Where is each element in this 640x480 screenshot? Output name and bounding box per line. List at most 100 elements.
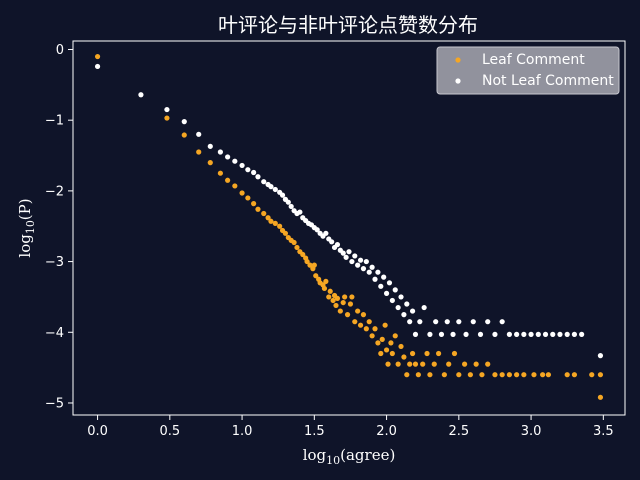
data-point xyxy=(597,394,604,400)
data-point xyxy=(196,131,202,137)
plot-frame xyxy=(72,40,626,416)
data-point xyxy=(363,258,369,265)
data-point xyxy=(383,347,390,353)
data-point xyxy=(375,269,381,275)
data-point xyxy=(366,319,372,325)
data-point xyxy=(379,336,385,342)
data-point xyxy=(265,215,271,221)
data-point xyxy=(340,250,346,256)
data-point xyxy=(181,132,187,138)
y-tick-label: 0 xyxy=(56,43,64,58)
data-point xyxy=(294,244,300,251)
data-point xyxy=(181,119,187,125)
data-point xyxy=(499,319,505,325)
x-tick-label: 2.5 xyxy=(448,424,469,439)
data-point xyxy=(420,361,426,367)
data-point xyxy=(207,143,213,149)
data-point xyxy=(337,308,343,314)
data-point xyxy=(597,372,604,378)
data-point xyxy=(372,276,378,282)
data-point xyxy=(225,154,231,160)
data-point xyxy=(363,326,369,332)
data-point xyxy=(239,190,245,196)
data-point xyxy=(383,290,390,296)
data-point xyxy=(528,331,534,337)
data-point xyxy=(323,278,329,284)
data-point xyxy=(427,331,433,337)
data-point xyxy=(372,326,378,332)
data-point xyxy=(327,288,333,294)
data-point xyxy=(564,372,570,378)
data-point xyxy=(300,251,306,258)
data-point xyxy=(349,258,355,265)
data-point xyxy=(531,372,537,378)
data-point xyxy=(360,312,367,318)
data-point xyxy=(514,372,520,378)
y-tick-label: −3 xyxy=(45,255,64,270)
data-point xyxy=(401,312,407,318)
data-point xyxy=(579,331,585,337)
data-point xyxy=(381,274,387,280)
series-leaf-comment xyxy=(94,53,604,400)
data-point xyxy=(467,372,473,378)
data-point xyxy=(545,372,552,378)
data-point xyxy=(355,308,361,314)
data-point xyxy=(255,174,261,180)
data-point xyxy=(470,319,476,325)
data-point xyxy=(346,249,352,255)
data-point xyxy=(352,319,358,325)
data-point xyxy=(340,299,346,306)
data-point xyxy=(412,331,419,337)
data-point xyxy=(245,167,251,173)
x-tick-label: 0.5 xyxy=(159,424,180,439)
data-point xyxy=(232,183,238,189)
data-point xyxy=(506,331,512,337)
data-point xyxy=(499,372,505,378)
data-point xyxy=(421,304,427,311)
data-point xyxy=(564,331,570,337)
x-tick-label: 1.5 xyxy=(304,424,325,439)
y-tick-label: −4 xyxy=(45,326,64,341)
x-tick-label: 1.0 xyxy=(232,424,253,439)
data-point xyxy=(456,319,462,325)
data-point xyxy=(542,331,549,337)
data-point xyxy=(347,301,354,307)
data-point xyxy=(386,280,393,286)
data-point xyxy=(409,308,416,314)
chart-title: 叶评论与非叶评论点赞数分布 xyxy=(218,13,478,37)
points-layer xyxy=(94,53,604,400)
data-point xyxy=(342,294,348,300)
data-point xyxy=(366,269,372,275)
data-point xyxy=(94,53,101,60)
data-point xyxy=(407,319,413,325)
data-point xyxy=(398,343,404,350)
data-point xyxy=(540,372,546,378)
data-point xyxy=(251,169,257,176)
data-point xyxy=(314,227,320,233)
data-point xyxy=(382,322,388,328)
data-point xyxy=(412,361,419,367)
data-point xyxy=(282,230,289,236)
data-point xyxy=(334,295,341,301)
data-point xyxy=(323,230,329,236)
data-point xyxy=(571,331,578,337)
x-axis: 0.0 0.5 1.0 1.5 2.0 2.5 3.0 3.5 xyxy=(87,415,614,439)
data-point xyxy=(251,201,257,207)
data-point xyxy=(285,199,291,205)
data-point xyxy=(369,264,375,270)
data-point xyxy=(352,253,358,259)
data-point xyxy=(424,350,430,357)
data-point xyxy=(438,331,445,337)
data-point xyxy=(431,361,437,367)
y-axis-label: log10(P) xyxy=(16,198,37,257)
data-point xyxy=(239,162,245,169)
data-point xyxy=(330,297,336,304)
data-point xyxy=(398,294,404,300)
data-point xyxy=(521,372,527,378)
data-point xyxy=(389,297,395,304)
data-point xyxy=(326,294,332,300)
data-point xyxy=(349,294,355,300)
data-point xyxy=(485,319,491,325)
